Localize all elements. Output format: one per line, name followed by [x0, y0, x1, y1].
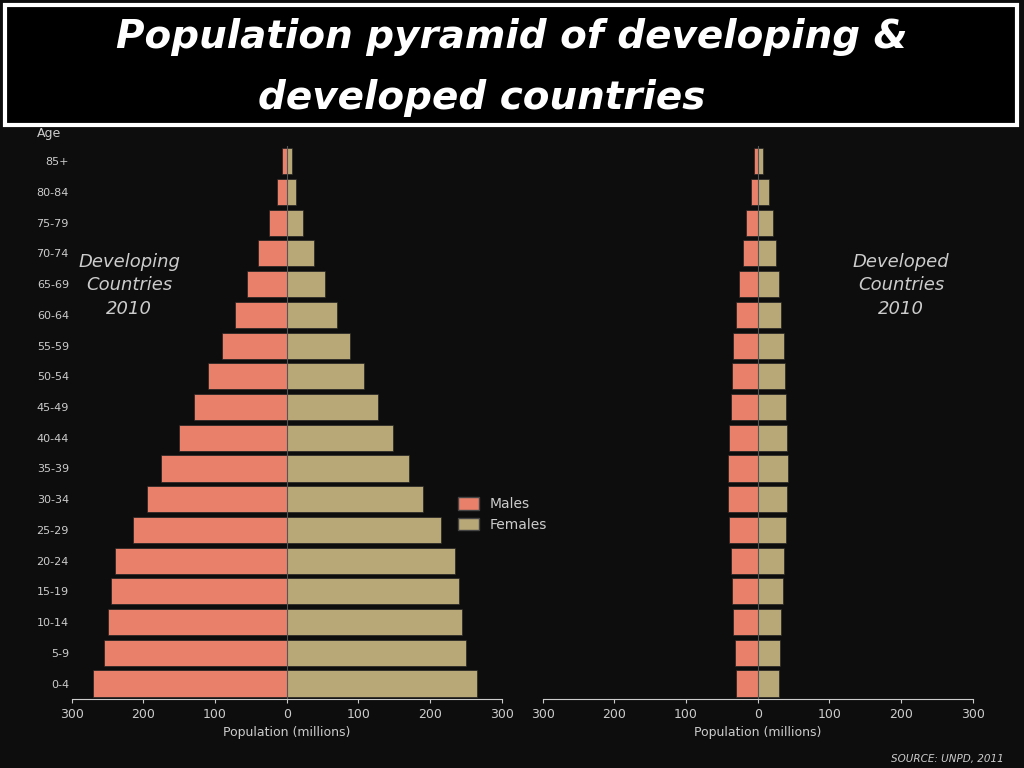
Bar — [208, 363, 287, 389]
Bar — [758, 578, 782, 604]
Bar — [732, 578, 758, 604]
Text: Age: Age — [37, 127, 61, 140]
Bar — [758, 455, 787, 482]
Bar — [754, 148, 758, 174]
Bar — [268, 210, 287, 236]
Text: Developed
Countries
2010: Developed Countries 2010 — [853, 253, 949, 318]
Text: Developing
Countries
2010: Developing Countries 2010 — [78, 253, 180, 318]
Bar — [287, 455, 409, 482]
Bar — [758, 179, 769, 205]
Bar — [758, 425, 787, 451]
Bar — [179, 425, 287, 451]
Bar — [758, 271, 779, 297]
Bar — [287, 578, 459, 604]
Bar — [108, 609, 287, 635]
Bar — [147, 486, 287, 512]
Bar — [287, 640, 466, 666]
Legend: Males, Females: Males, Females — [453, 492, 553, 538]
Bar — [287, 609, 463, 635]
Bar — [287, 302, 337, 328]
Text: developed countries: developed countries — [258, 79, 705, 117]
Bar — [93, 670, 287, 697]
Bar — [758, 210, 773, 236]
Bar — [287, 210, 303, 236]
Bar — [758, 394, 786, 420]
Bar — [758, 333, 783, 359]
Bar — [222, 333, 287, 359]
Bar — [287, 425, 393, 451]
Bar — [287, 148, 293, 174]
Bar — [758, 670, 779, 697]
Bar — [758, 517, 785, 543]
Bar — [739, 271, 758, 297]
Bar — [758, 148, 764, 174]
Text: Population pyramid of developing &: Population pyramid of developing & — [117, 18, 907, 55]
Bar — [732, 363, 758, 389]
Bar — [258, 240, 287, 266]
Bar — [736, 670, 758, 697]
Bar — [133, 517, 287, 543]
Bar — [735, 640, 758, 666]
Bar — [287, 240, 314, 266]
Bar — [236, 302, 287, 328]
FancyBboxPatch shape — [5, 5, 1017, 125]
Bar — [729, 517, 758, 543]
X-axis label: Population (millions): Population (millions) — [694, 727, 821, 740]
Bar — [287, 394, 379, 420]
X-axis label: Population (millions): Population (millions) — [223, 727, 350, 740]
Bar — [730, 548, 758, 574]
Bar — [758, 486, 787, 512]
Bar — [283, 148, 287, 174]
Bar — [758, 302, 781, 328]
Bar — [733, 333, 758, 359]
Bar — [758, 240, 776, 266]
Bar — [728, 486, 758, 512]
Bar — [743, 240, 758, 266]
Bar — [751, 179, 758, 205]
Bar — [758, 640, 780, 666]
Bar — [112, 578, 287, 604]
Bar — [730, 394, 758, 420]
Bar — [287, 548, 455, 574]
Bar — [287, 271, 325, 297]
Bar — [248, 271, 287, 297]
Bar — [104, 640, 287, 666]
Bar — [115, 548, 287, 574]
Bar — [287, 179, 296, 205]
Bar — [162, 455, 287, 482]
Bar — [287, 517, 440, 543]
Bar — [287, 486, 423, 512]
Bar — [287, 333, 350, 359]
Bar — [728, 455, 758, 482]
Bar — [758, 548, 784, 574]
Bar — [758, 609, 781, 635]
Bar — [758, 363, 785, 389]
Text: SOURCE: UNPD, 2011: SOURCE: UNPD, 2011 — [891, 754, 1004, 764]
Bar — [276, 179, 287, 205]
Bar — [287, 363, 365, 389]
Bar — [194, 394, 287, 420]
Bar — [736, 302, 758, 328]
Bar — [733, 609, 758, 635]
Bar — [287, 670, 477, 697]
Bar — [746, 210, 758, 236]
Bar — [729, 425, 758, 451]
